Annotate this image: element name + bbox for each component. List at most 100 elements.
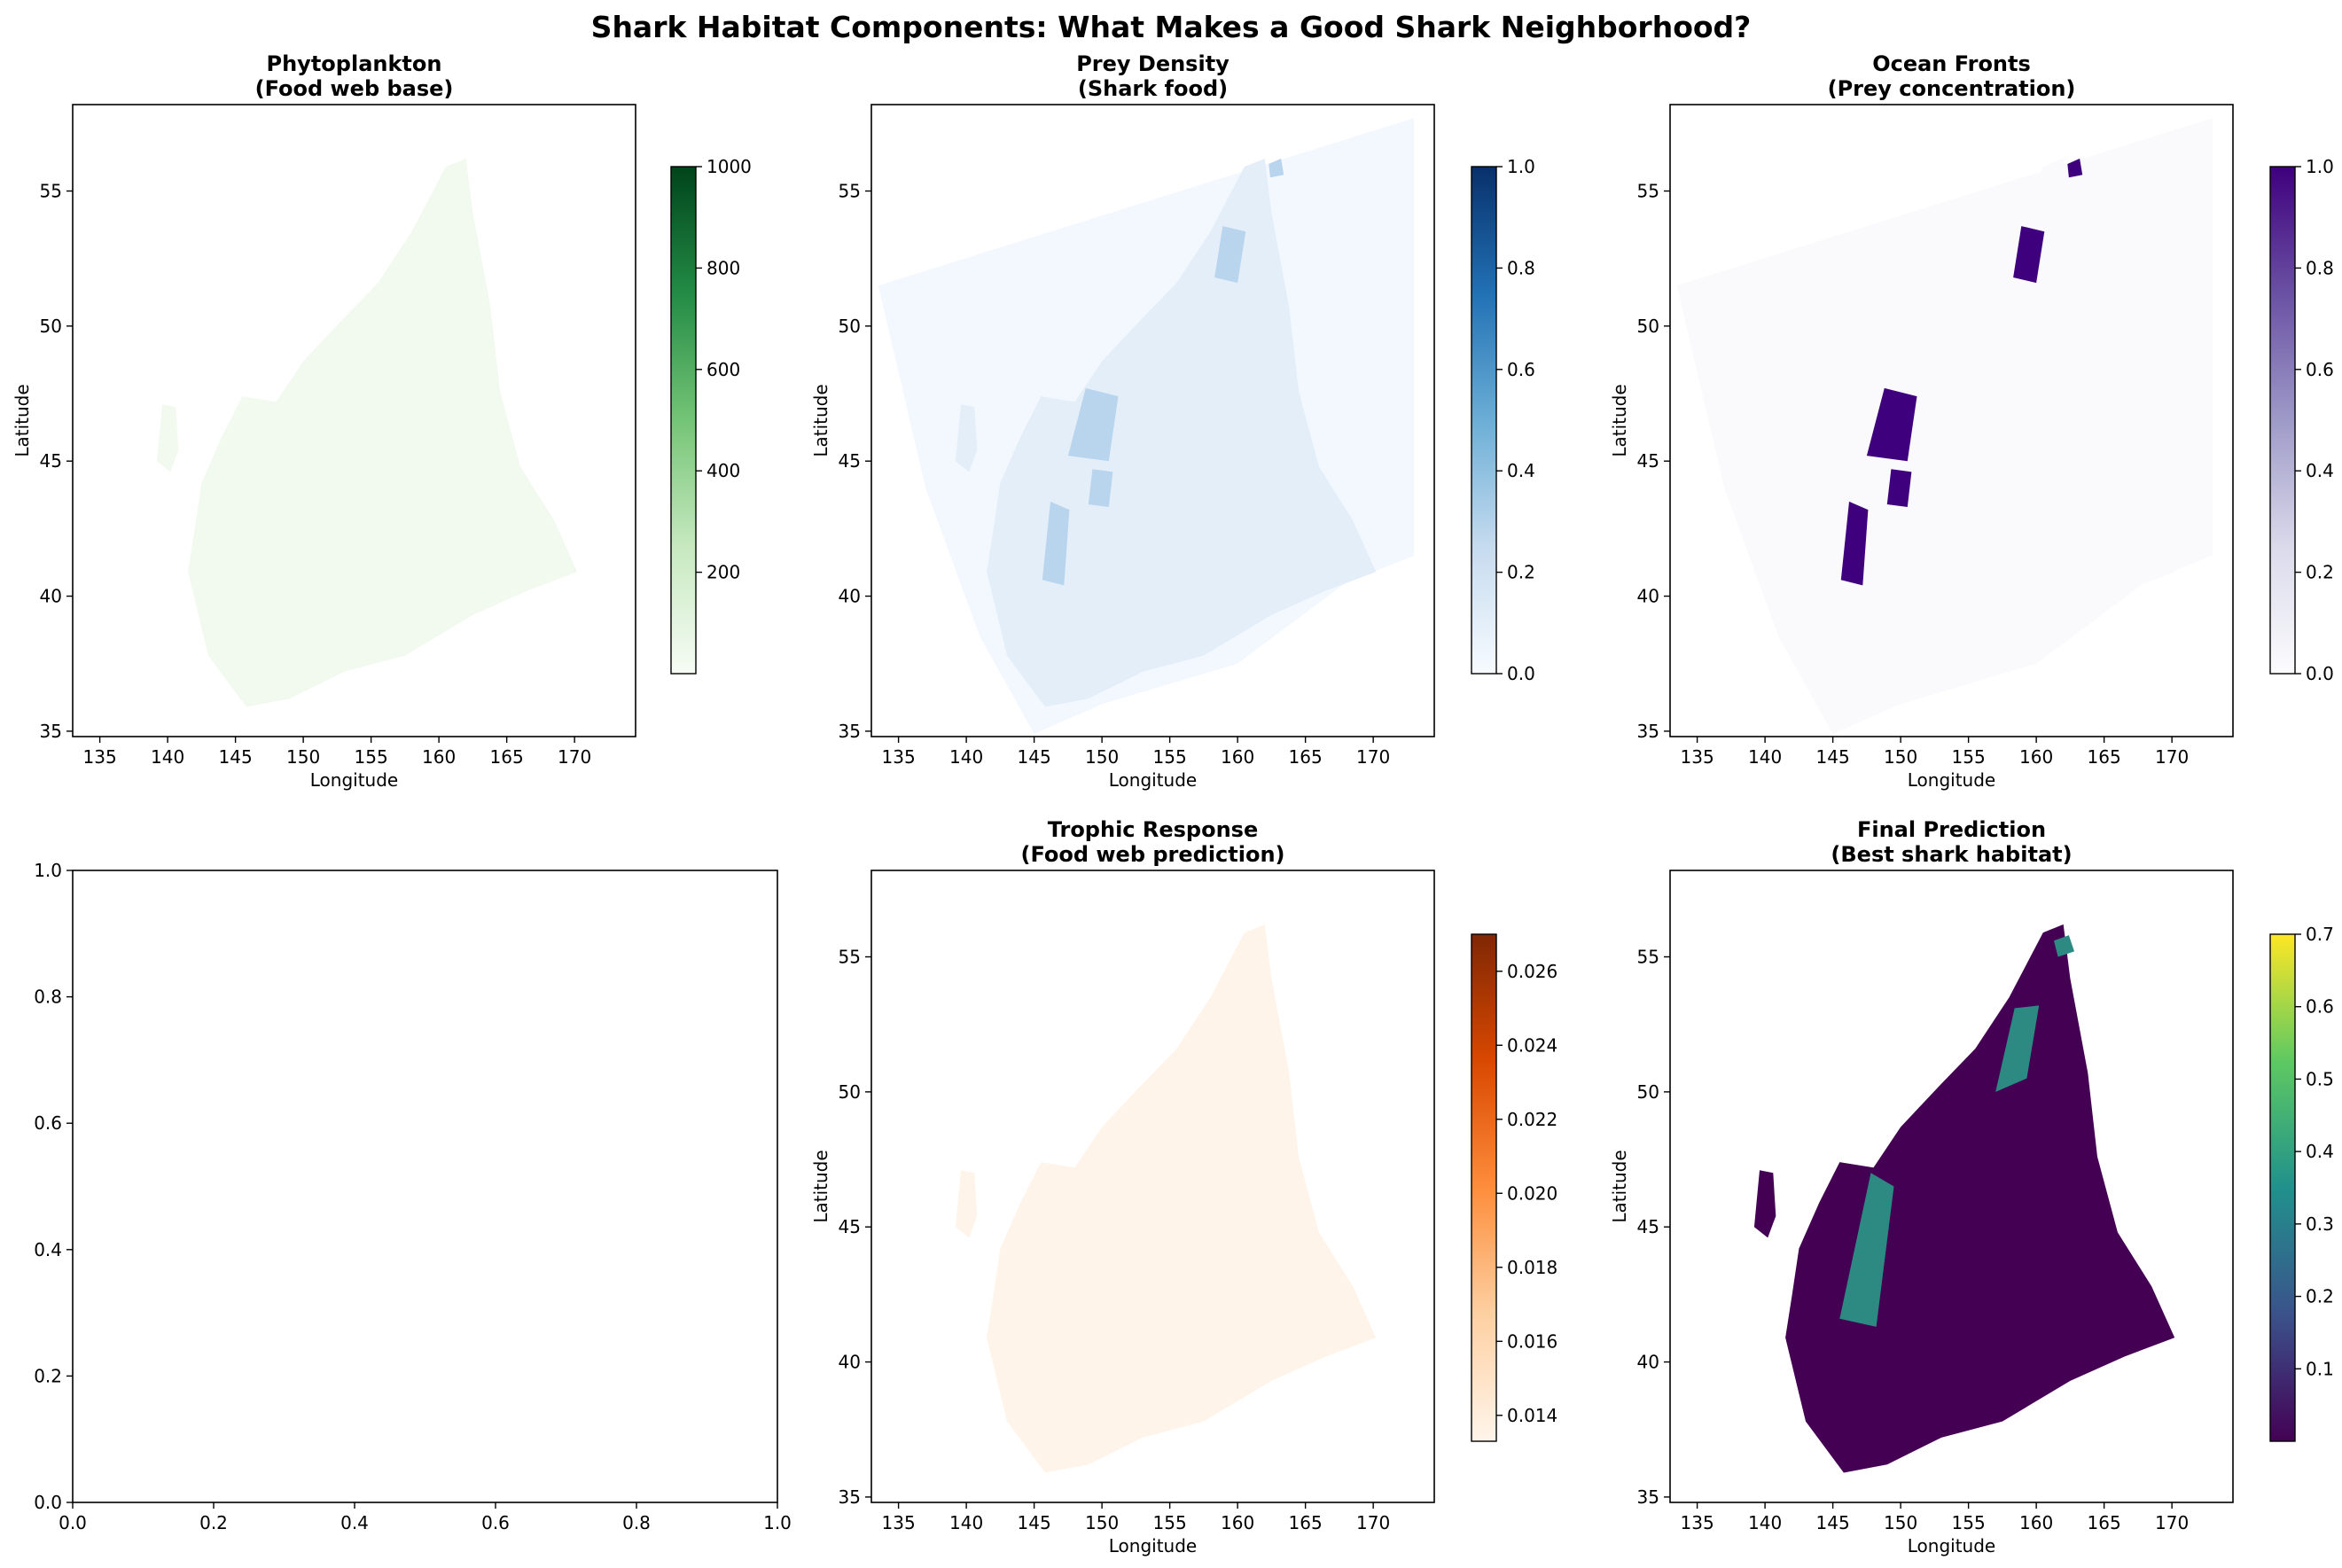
x-tick-label: 155 xyxy=(1952,746,1986,768)
colorbar-tick-label: 0.7 xyxy=(2306,924,2334,945)
axes-frame xyxy=(870,104,1435,737)
colorbar-tick-label: 0.0 xyxy=(1507,663,1535,684)
heatmap-island xyxy=(156,404,179,472)
habitat-patch-2 xyxy=(2054,935,2074,957)
colorbar-tick-label: 400 xyxy=(707,460,740,481)
y-tick-label: 55 xyxy=(839,947,861,968)
colorbar-tick-label: 0.018 xyxy=(1507,1257,1557,1278)
x-tick-label: 160 xyxy=(2019,1512,2053,1533)
colorbar-tick-label: 0.8 xyxy=(2306,257,2334,278)
y-tick-label: 55 xyxy=(40,181,62,202)
colorbar-tick-label: 0.022 xyxy=(1507,1109,1557,1130)
y-tick-label: 0.2 xyxy=(34,1365,62,1386)
x-tick-label: 170 xyxy=(2155,1512,2189,1533)
axes-frame xyxy=(870,870,1435,1503)
y-tick-label: 0.0 xyxy=(34,1492,62,1513)
axes-frame xyxy=(72,870,778,1503)
x-tick-label: 160 xyxy=(2019,746,2053,768)
y-tick-label: 35 xyxy=(1637,1486,1659,1508)
y-tick-label: 45 xyxy=(40,450,62,472)
prey-patch-1 xyxy=(1042,501,1070,586)
colorbar-tick-label: 1.0 xyxy=(1507,156,1535,177)
x-tick-label: 170 xyxy=(1356,746,1390,768)
panel-subtitle: (Shark food) xyxy=(1078,76,1228,101)
heatmap-layer xyxy=(955,924,1377,1473)
x-tick-label: 145 xyxy=(1018,1512,1051,1533)
heatmap-island xyxy=(1753,1170,1776,1238)
x-axis-label: Longitude xyxy=(310,769,398,791)
y-axis-label: Latitude xyxy=(1609,1150,1630,1222)
panel-title: Prey Density xyxy=(1076,51,1230,76)
x-tick-label: 170 xyxy=(1356,1512,1390,1533)
colorbar-ocean-fronts xyxy=(2269,166,2296,675)
y-tick-label: 0.4 xyxy=(34,1239,62,1260)
y-tick-label: 40 xyxy=(40,586,62,607)
colorbar-tick-label: 1000 xyxy=(707,156,752,177)
x-tick-label: 135 xyxy=(1681,1512,1714,1533)
heatmap-layer xyxy=(1676,118,2213,734)
heatmap-region xyxy=(987,158,1377,707)
panel-trophic-response: 135 140 145 150 155 160 165 170 35 40 45 50 55 Trophi… xyxy=(810,817,1557,1556)
colorbar-tick-label: 0.2 xyxy=(1507,562,1535,583)
x-axis-label: Longitude xyxy=(1109,1535,1197,1556)
y-tick-label: 35 xyxy=(40,721,62,742)
x-tick-label: 0.0 xyxy=(59,1512,87,1533)
y-tick-label: 50 xyxy=(1637,1081,1659,1103)
heatmap-layer xyxy=(878,118,1414,734)
panel-empty-axes: 0.0 0.2 0.4 0.6 0.8 1.0 0.0 0.2 0.4 0.6 0.8 1.0 xyxy=(34,860,792,1533)
colorbar-final-prediction xyxy=(2269,933,2296,1442)
panel-subtitle: (Food web base) xyxy=(255,76,454,101)
colorbar-tick-label: 0.6 xyxy=(2306,359,2334,380)
front-patch-1 xyxy=(1840,501,1869,586)
heatmap-island xyxy=(955,1170,978,1238)
x-tick-label: 140 xyxy=(949,746,983,768)
panel-title: Final Prediction xyxy=(1857,817,2046,842)
y-tick-label: 1.0 xyxy=(34,860,62,881)
y-tick-label: 45 xyxy=(1637,450,1659,472)
x-tick-label: 0.6 xyxy=(481,1512,510,1533)
colorbar-tick-label: 200 xyxy=(707,562,740,583)
colorbar-tick-label: 0.4 xyxy=(1507,460,1535,481)
colorbar-tick-label: 0.014 xyxy=(1507,1405,1557,1426)
panel-title: Ocean Fronts xyxy=(1872,51,2031,76)
front-patch-0 xyxy=(1866,387,1917,462)
x-tick-label: 165 xyxy=(1289,746,1323,768)
y-axis-label: Latitude xyxy=(12,384,33,456)
x-axis-label: Longitude xyxy=(1109,769,1197,791)
x-tick-label: 0.4 xyxy=(340,1512,369,1533)
colorbar-trophic-response xyxy=(1471,933,1497,1442)
x-tick-label: 155 xyxy=(1952,1512,1986,1533)
x-tick-label: 165 xyxy=(2088,1512,2121,1533)
axes-frame xyxy=(72,104,636,737)
colorbar-tick-label: 0.6 xyxy=(2306,996,2334,1018)
front-patch-4 xyxy=(1886,469,1912,507)
x-tick-label: 140 xyxy=(151,746,184,768)
y-axis-label: Latitude xyxy=(1609,384,1630,456)
x-tick-label: 140 xyxy=(1748,1512,1782,1533)
y-tick-label: 40 xyxy=(839,1352,861,1373)
colorbar-tick-label: 0.020 xyxy=(1507,1182,1557,1204)
colorbar-tick-label: 0.4 xyxy=(2306,460,2334,481)
panel-subtitle: (Best shark habitat) xyxy=(1831,842,2072,867)
habitat-patch-1 xyxy=(1995,1005,2040,1092)
x-tick-label: 135 xyxy=(83,746,117,768)
y-tick-label: 35 xyxy=(1637,721,1659,742)
y-tick-label: 50 xyxy=(1637,316,1659,337)
panel-title: Phytoplankton xyxy=(267,51,442,76)
x-tick-label: 165 xyxy=(2088,746,2121,768)
colorbar-tick-label: 0.026 xyxy=(1507,961,1557,982)
heatmap-island xyxy=(955,404,978,472)
colorbar-tick-label: 0.8 xyxy=(1507,257,1535,278)
x-tick-label: 165 xyxy=(1289,1512,1323,1533)
y-tick-label: 55 xyxy=(1637,947,1659,968)
colorbar-tick-label: 0.2 xyxy=(2306,1286,2334,1307)
y-tick-label: 40 xyxy=(839,586,861,607)
x-tick-label: 1.0 xyxy=(763,1512,792,1533)
x-axis-label: Longitude xyxy=(1908,769,1995,791)
colorbar-tick-label: 0.5 xyxy=(2306,1068,2334,1089)
heatmap-layer xyxy=(1753,924,2175,1473)
colorbar-tick-label: 0.1 xyxy=(2306,1358,2334,1379)
figure-title: Shark Habitat Components: What Makes a G… xyxy=(591,10,1752,44)
x-tick-label: 155 xyxy=(1153,1512,1187,1533)
colorbar-tick-label: 0.6 xyxy=(1507,359,1535,380)
